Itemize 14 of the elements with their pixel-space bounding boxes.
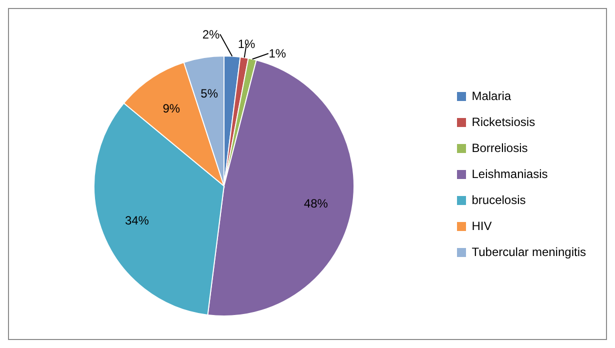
data-label: 48% [304,196,328,211]
data-label: 1% [268,46,286,60]
data-label: 34% [124,213,150,228]
legend-label: HIV [472,219,492,233]
data-label: 9% [162,102,180,116]
legend-label: Borreliosis [472,141,528,155]
legend-label: Tubercular meningitis [472,245,586,259]
legend-label: brucelosis [472,193,526,207]
data-label: 2% [202,27,220,42]
legend-label: Leishmaniasis [472,167,548,181]
data-label: 5% [200,86,218,101]
legend-label: Malaria [472,89,512,103]
legend-label: Ricketsiosis [472,115,536,129]
data-label: 1% [238,36,256,51]
